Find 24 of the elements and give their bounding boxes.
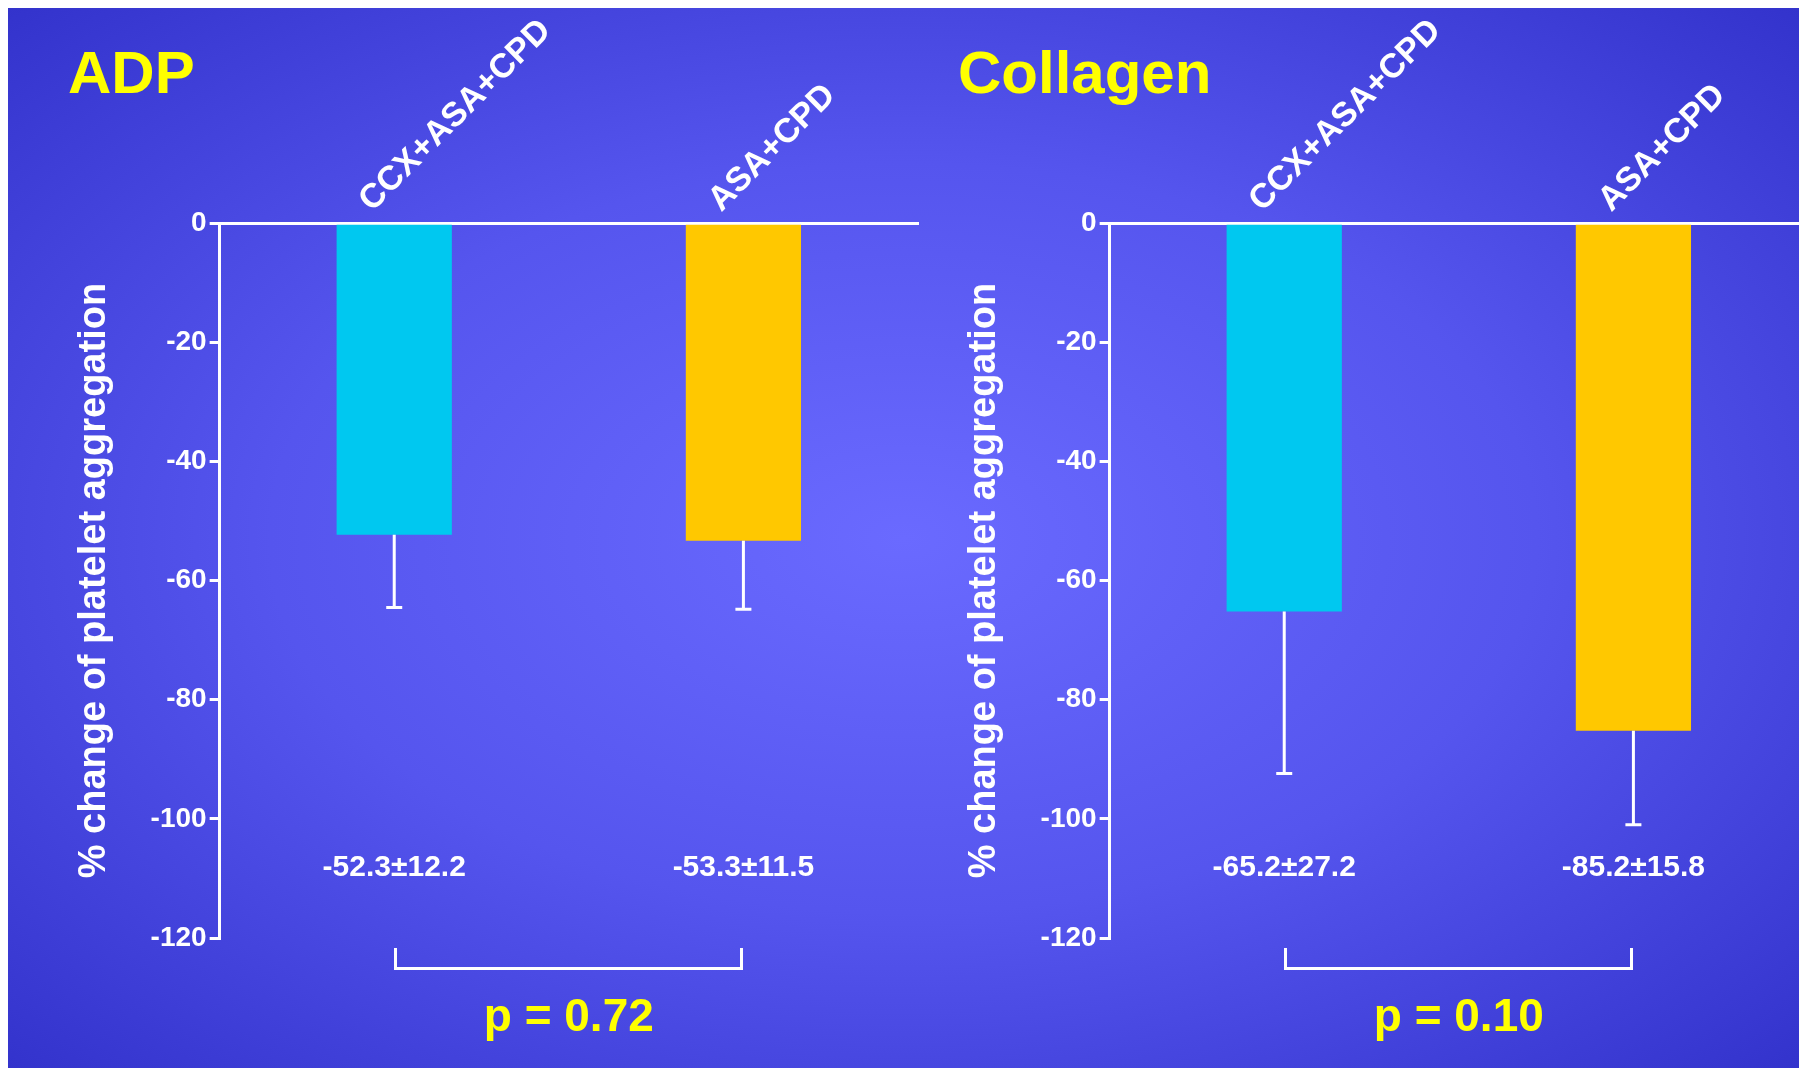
y-tick-label: -20: [166, 325, 207, 357]
chart-title: ADP: [68, 38, 195, 107]
annotation: -52.3±12.2: [322, 849, 466, 883]
y-tick-label: 0: [191, 205, 207, 237]
chart-title: Collagen: [958, 38, 1212, 107]
y-tick-label: -100: [150, 801, 207, 833]
y-tick-label: -80: [1056, 682, 1097, 714]
text: p = 0.72: [482, 988, 655, 1042]
y-axis-title: % change of platelet aggregation: [71, 282, 114, 879]
y-tick-label: -80: [166, 682, 207, 714]
y-tick-label: -100: [1040, 801, 1097, 833]
annotation: -65.2±27.2: [1212, 849, 1356, 883]
y-tick-label: -40: [1056, 444, 1097, 476]
annotation: -53.3±11.5: [672, 849, 815, 883]
y-tick-label: -60: [1056, 563, 1097, 595]
y-tick-label: 0: [1081, 205, 1097, 237]
text: p = 0.10: [1372, 988, 1545, 1042]
y-tick-label: -60: [166, 563, 207, 595]
y-axis-title: % change of platelet aggregation: [961, 282, 1004, 879]
annotation: -85.2±15.8: [1561, 849, 1706, 883]
y-tick-label: -40: [166, 444, 207, 476]
y-tick-label: -120: [150, 920, 207, 952]
y-tick-label: -120: [1040, 920, 1097, 952]
y-tick-label: -20: [1056, 325, 1097, 357]
